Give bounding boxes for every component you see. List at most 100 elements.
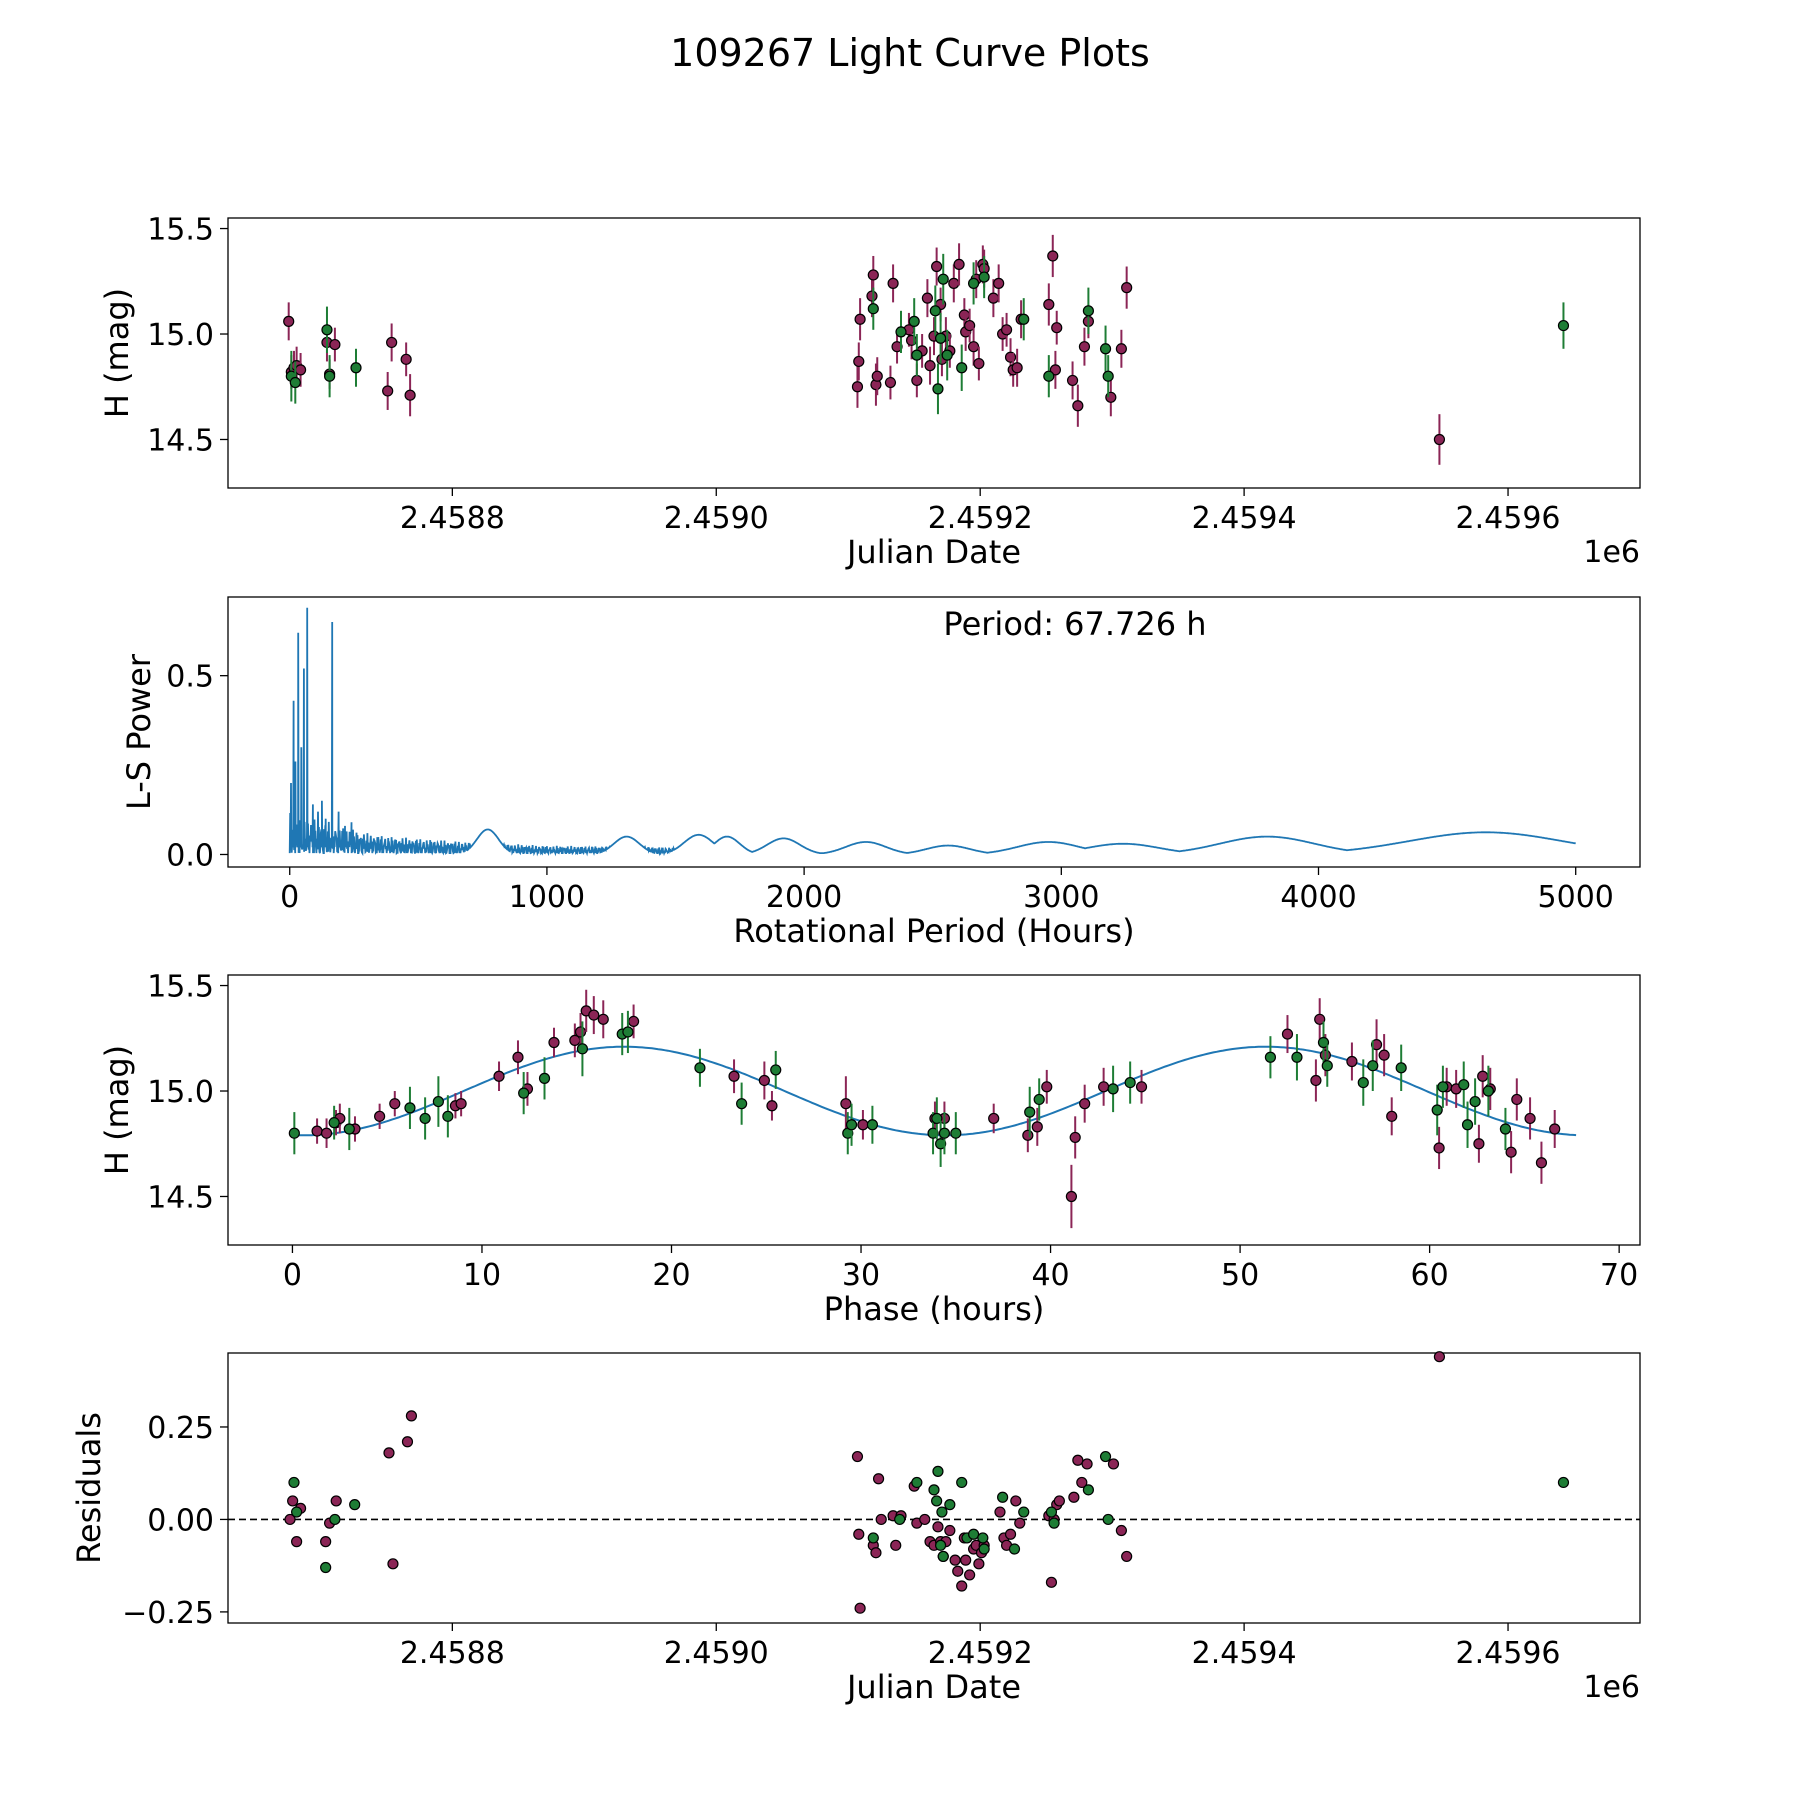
data-point-purple <box>1031 1121 1043 1133</box>
data-point-purple <box>1370 1039 1383 1051</box>
data-point-purple <box>1433 1351 1446 1363</box>
panel-periodogram: Rotational Period (Hours) L-S Power Peri… <box>120 596 1641 950</box>
light-curve-axes: 2.4588 2.4590 2.4592 2.4594 2.4596 14.5 15.0 15… <box>147 213 1560 536</box>
residuals-y-label: Residuals <box>70 1412 108 1564</box>
data-point-green <box>1437 1081 1449 1093</box>
x-tick-label: 2.4596 <box>1456 501 1561 536</box>
data-point-purple <box>401 1436 414 1448</box>
data-point-purple <box>1346 1055 1358 1068</box>
data-point-green <box>1024 1106 1036 1118</box>
data-point-purple <box>383 1447 395 1459</box>
data-point-purple <box>1047 250 1059 262</box>
data-point-green <box>927 1127 939 1139</box>
data-point-purple <box>993 277 1005 289</box>
data-point-purple <box>1319 1049 1331 1061</box>
data-point-purple <box>1107 1458 1120 1470</box>
y-tick-label: 15.0 <box>147 318 214 353</box>
panel-phase-folded: Phase (hours) H (mag) <box>98 974 1641 1328</box>
x-tick-label: 70 <box>1600 1258 1638 1293</box>
data-point-purple <box>854 313 866 325</box>
data-point-purple <box>932 1521 944 1533</box>
data-point-green <box>1317 1036 1330 1049</box>
data-point-purple <box>870 1547 882 1559</box>
data-point-purple <box>1433 433 1446 446</box>
y-tick-label: −0.25 <box>122 1596 214 1631</box>
data-point-green <box>576 1043 589 1055</box>
data-point-green <box>928 1484 940 1496</box>
data-point-green <box>1321 1060 1333 1072</box>
data-point-green <box>935 1138 947 1150</box>
data-point-purple <box>1378 1049 1390 1061</box>
y-tick-label: 14.5 <box>147 423 214 458</box>
data-point-green <box>350 362 362 374</box>
residuals-x-label: Julian Date <box>845 1668 1021 1706</box>
data-point-green <box>997 1491 1009 1503</box>
data-point-purple <box>840 1098 852 1110</box>
data-point-purple <box>924 360 936 372</box>
x-tick-label: 2.4588 <box>400 1636 505 1671</box>
data-point-purple <box>1121 1550 1133 1563</box>
data-point-purple <box>967 341 980 353</box>
data-point-green <box>1102 1513 1114 1526</box>
data-point-green <box>1499 1123 1512 1135</box>
data-point-purple <box>1022 1129 1034 1141</box>
data-point-purple <box>867 269 879 281</box>
data-point-green <box>908 315 920 327</box>
data-point-green <box>1107 1083 1119 1095</box>
data-point-green <box>931 1495 943 1507</box>
data-point-green <box>1357 1076 1369 1089</box>
data-point-purple <box>382 385 394 397</box>
data-point-green <box>1469 1095 1481 1108</box>
y-tick-label: 0.00 <box>147 1503 214 1538</box>
data-point-green <box>1099 1450 1112 1463</box>
x-tick-label: 1000 <box>509 880 585 915</box>
x-tick-label: 2.4590 <box>664 1636 769 1671</box>
data-point-purple <box>1079 1098 1091 1110</box>
x-tick-label: 2.4590 <box>664 501 769 536</box>
periodogram-axes: 0 1000 2000 3000 4000 5000 0.0 0.5 <box>166 660 1614 915</box>
data-point-purple <box>1068 1491 1080 1503</box>
data-point-green <box>288 1127 300 1139</box>
data-point-purple <box>919 1513 931 1526</box>
data-point-purple <box>405 1410 418 1422</box>
data-point-green <box>937 273 949 285</box>
data-point-purple <box>851 381 864 393</box>
residuals-frame <box>227 1352 1641 1624</box>
data-point-green <box>291 1506 303 1518</box>
x-tick-label: 20 <box>652 1258 690 1293</box>
data-point-purple <box>400 353 412 365</box>
data-point-green <box>329 1513 341 1526</box>
data-point-purple <box>944 1524 956 1537</box>
data-point-purple <box>987 292 999 304</box>
data-point-green <box>288 1476 300 1489</box>
data-point-purple <box>294 364 307 376</box>
data-point-purple <box>1098 1081 1110 1093</box>
phase-folded-y-label: H (mag) <box>98 1045 136 1175</box>
data-point-purple <box>887 277 899 289</box>
data-point-green <box>1264 1051 1277 1063</box>
data-point-purple <box>854 1602 866 1614</box>
data-point-purple <box>1043 298 1055 311</box>
data-point-green <box>736 1098 748 1110</box>
y-tick-label: 0.25 <box>147 1411 214 1446</box>
data-point-purple <box>866 290 878 302</box>
x-tick-label: 2.4592 <box>928 501 1033 536</box>
data-point-purple <box>875 1513 887 1526</box>
y-tick-label: 15.0 <box>147 1075 214 1110</box>
data-point-green <box>929 305 941 317</box>
light-curve-frame <box>227 217 1641 489</box>
data-point-green <box>1557 319 1570 332</box>
data-point-green <box>934 1539 947 1551</box>
light-curve-points <box>283 234 1570 465</box>
x-tick-label: 5000 <box>1538 880 1614 915</box>
data-point-green <box>936 1506 948 1518</box>
data-point-green <box>867 1532 879 1544</box>
data-point-purple <box>766 1100 778 1112</box>
light-curve-offset-label: 1e6 <box>1583 535 1640 570</box>
data-point-green <box>978 1543 990 1555</box>
data-point-green <box>866 1119 879 1131</box>
data-point-purple <box>320 1536 332 1548</box>
data-point-purple <box>1505 1146 1517 1158</box>
data-point-green <box>950 1127 962 1139</box>
x-tick-label: 50 <box>1221 1258 1259 1293</box>
